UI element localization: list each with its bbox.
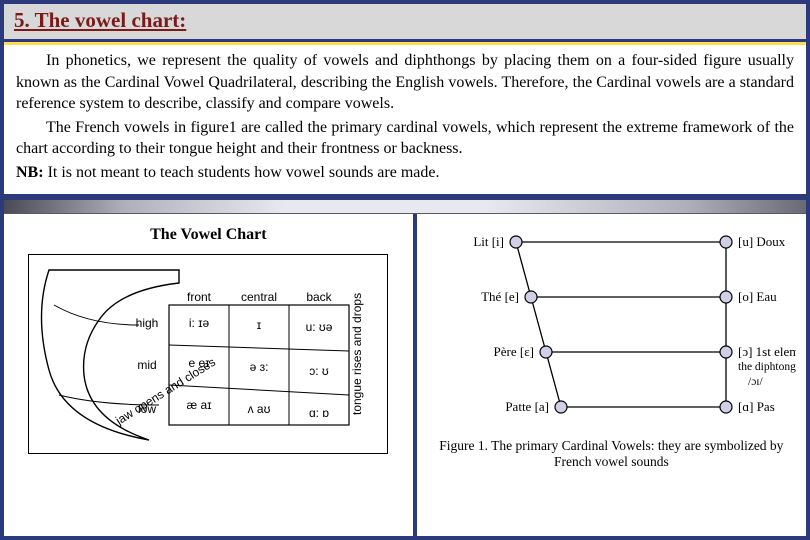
slide-title: 5. The vowel chart: [14,8,186,32]
svg-text:ɑ: ɒ: ɑ: ɒ [309,406,329,420]
svg-text:[u] Doux: [u] Doux [738,234,786,249]
body-text: In phonetics, we represent the quality o… [4,42,806,200]
svg-text:back: back [307,290,333,304]
paragraph-2: The French vowels in figure1 are called … [16,117,794,160]
nb-line: NB: It is not meant to teach students ho… [16,162,794,184]
svg-text:front: front [187,290,212,304]
svg-text:[ɑ] Pas: [ɑ] Pas [738,399,775,414]
svg-text:[ɔ] 1st element of: [ɔ] 1st element of [738,344,796,359]
nb-text: It is not meant to teach students how vo… [44,164,440,181]
svg-text:tongue rises and drops: tongue rises and drops [350,292,364,414]
svg-text:ʌ aʊ: ʌ aʊ [248,402,271,416]
svg-text:ə ɜ:: ə ɜ: [250,360,269,374]
svg-text:Patte [a]: Patte [a] [506,399,550,414]
paragraph-1: In phonetics, we represent the quality o… [16,50,794,115]
cardinal-vowel-diagram: Lit [i] [u] Doux Thé [e] [o] Eau Père [ɛ] [ɔ]… [426,222,796,432]
svg-text:u: ʊə: u: ʊə [306,320,333,334]
figure-right: Lit [i] [u] Doux Thé [e] [o] Eau Père [ɛ] [ɔ]… [417,214,806,536]
nb-label: NB: [16,164,44,181]
slide-frame: 5. The vowel chart: In phonetics, we rep… [0,0,810,540]
divider-strip [4,200,806,214]
svg-text:/ɔɪ/: /ɔɪ/ [748,376,763,388]
svg-text:i: ɪə: i: ɪə [189,316,210,330]
figure-caption: Figure 1. The primary Cardinal Vowels: t… [423,438,800,470]
svg-text:ɪ: ɪ [257,318,261,332]
vowel-chart-title: The Vowel Chart [150,226,266,244]
title-bar: 5. The vowel chart: [4,4,806,42]
svg-text:Père [ɛ]: Père [ɛ] [494,344,534,359]
svg-text:[o] Eau: [o] Eau [738,289,777,304]
svg-text:jaw opens and closes: jaw opens and closes [113,354,219,427]
svg-text:central: central [241,290,277,304]
svg-text:Thé [e]: Thé [e] [481,289,519,304]
svg-text:mid: mid [138,358,157,372]
svg-text:the diphtong: the diphtong [738,361,796,373]
svg-text:high: high [136,316,159,330]
vowel-chart-diagram: front central back high mid low i: ɪə ɪ … [28,254,388,454]
svg-text:Lit [i]: Lit [i] [474,234,505,249]
figure-left: The Vowel Chart [4,214,417,536]
svg-text:æ aɪ: æ aɪ [187,398,212,412]
svg-text:ɔ: ʊ: ɔ: ʊ [310,364,330,378]
figures-row: The Vowel Chart [4,214,806,536]
